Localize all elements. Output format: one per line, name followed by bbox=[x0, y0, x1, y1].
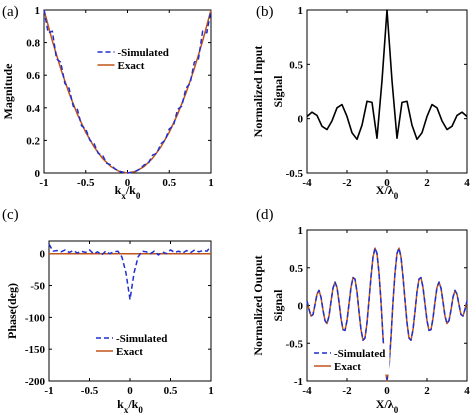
y-tick-label: -1 bbox=[294, 376, 303, 388]
y-tick-label: -0.5 bbox=[286, 338, 304, 350]
x-axis-label-sub2: 0 bbox=[394, 405, 399, 414]
x-tick-label: 4 bbox=[464, 177, 470, 189]
legend-label: Exact bbox=[334, 361, 361, 373]
x-tick-label: 0.5 bbox=[162, 177, 176, 189]
y-tick-label: -100 bbox=[25, 312, 46, 324]
legend-box bbox=[92, 328, 172, 360]
x-axis-label-sub2: 0 bbox=[394, 191, 399, 201]
x-tick-label: -1 bbox=[39, 177, 48, 189]
legend-label: Exact bbox=[116, 346, 143, 358]
y-tick-label: 0 bbox=[35, 168, 41, 180]
x-axis-label: X/λ0 bbox=[376, 397, 399, 414]
x-tick-label: 0 bbox=[125, 177, 131, 189]
panel-a: (a)-1 -0.5 0 0.5 100.20.40.60.81kx/k0Magnitu… bbox=[1, 4, 214, 201]
y-tick-label: 0.5 bbox=[289, 59, 303, 71]
x-axis-label-main: X/λ bbox=[376, 183, 394, 197]
x-axis-label: kx/k0 bbox=[115, 183, 141, 201]
x-tick-label: 0.5 bbox=[164, 385, 178, 397]
legend-label: -Simulated bbox=[116, 333, 167, 345]
series-line-signal bbox=[306, 9, 468, 141]
y-axis-label: Normalized Input bbox=[251, 46, 265, 138]
x-tick-label: -2 bbox=[342, 385, 352, 397]
series-line-simulated bbox=[306, 247, 468, 381]
series-line-simulated bbox=[48, 243, 212, 301]
x-tick-label: 1 bbox=[208, 385, 214, 397]
x-tick-label: -4 bbox=[302, 177, 312, 189]
legend-label: -Simulated bbox=[334, 348, 385, 360]
y-axis-label-line2: Signal bbox=[271, 75, 285, 108]
x-tick-label: 0 bbox=[384, 385, 390, 397]
y-tick-label: 0 bbox=[40, 249, 46, 261]
x-tick-label: -0.5 bbox=[81, 385, 99, 397]
legend-box bbox=[310, 343, 390, 375]
x-tick-label: -2 bbox=[342, 177, 352, 189]
y-axis-label: Normalized Output bbox=[251, 255, 265, 355]
y-axis-label: Phase(deg) bbox=[5, 283, 19, 339]
legend-box bbox=[94, 42, 173, 74]
y-tick-label: -0.5 bbox=[286, 168, 304, 180]
y-tick-label: 0.2 bbox=[26, 135, 40, 147]
y-tick-label: 1 bbox=[35, 5, 41, 17]
x-tick-label: 2 bbox=[424, 177, 430, 189]
y-tick-label: -50 bbox=[30, 281, 45, 293]
x-tick-label: -1 bbox=[44, 385, 53, 397]
y-tick-label: -150 bbox=[25, 344, 46, 356]
legend-label: -Simulated bbox=[118, 47, 169, 59]
y-axis-label: Magnitude bbox=[1, 63, 15, 120]
panel-label: (a) bbox=[2, 4, 19, 20]
series-line-simulated bbox=[43, 9, 212, 174]
y-tick-label: -200 bbox=[25, 376, 46, 388]
x-tick-label: -0.5 bbox=[77, 177, 95, 189]
x-axis-label-main: X/λ bbox=[376, 397, 394, 411]
x-tick-label: 0 bbox=[127, 385, 133, 397]
panel-c: (c)-1 -0.5 0 0.5 1-200-150-100-500kx/k0Phase… bbox=[2, 207, 214, 414]
x-tick-label: 4 bbox=[464, 385, 470, 397]
x-axis-label-sep: /k bbox=[125, 183, 136, 197]
y-tick-label: 0 bbox=[298, 301, 304, 313]
x-tick-label: 1 bbox=[208, 177, 214, 189]
plot-frame bbox=[306, 9, 468, 174]
x-tick-label: -4 bbox=[302, 385, 312, 397]
y-tick-label: 0.5 bbox=[289, 263, 303, 275]
x-axis-label: kx/k0 bbox=[117, 397, 143, 414]
panel-label: (b) bbox=[256, 4, 274, 20]
x-tick-label: 0 bbox=[384, 177, 390, 189]
y-tick-label: 0 bbox=[298, 114, 304, 126]
x-axis-label-sub1: x bbox=[124, 405, 129, 414]
x-axis-label: X/λ0 bbox=[376, 183, 399, 201]
plot-frame bbox=[48, 240, 212, 382]
x-axis-label-main: k bbox=[117, 397, 124, 411]
y-tick-label: 0.4 bbox=[26, 103, 40, 115]
panel-label: (c) bbox=[2, 207, 19, 223]
y-tick-label: 0.8 bbox=[26, 38, 40, 50]
y-tick-label: 1 bbox=[298, 225, 304, 237]
y-tick-label: 0.6 bbox=[26, 70, 40, 82]
y-tick-label: 1 bbox=[298, 5, 304, 17]
x-axis-label-sub2: 0 bbox=[136, 191, 141, 201]
legend-label: Exact bbox=[118, 60, 145, 72]
x-axis-label-main: k bbox=[115, 183, 122, 197]
panel-label: (d) bbox=[256, 207, 274, 223]
x-axis-label-sep: /k bbox=[127, 397, 138, 411]
y-axis-label-line2: Signal bbox=[271, 289, 285, 322]
x-axis-label-sub1: x bbox=[121, 191, 126, 201]
x-axis-label-sub2: 0 bbox=[138, 405, 143, 414]
x-tick-label: 2 bbox=[424, 385, 430, 397]
